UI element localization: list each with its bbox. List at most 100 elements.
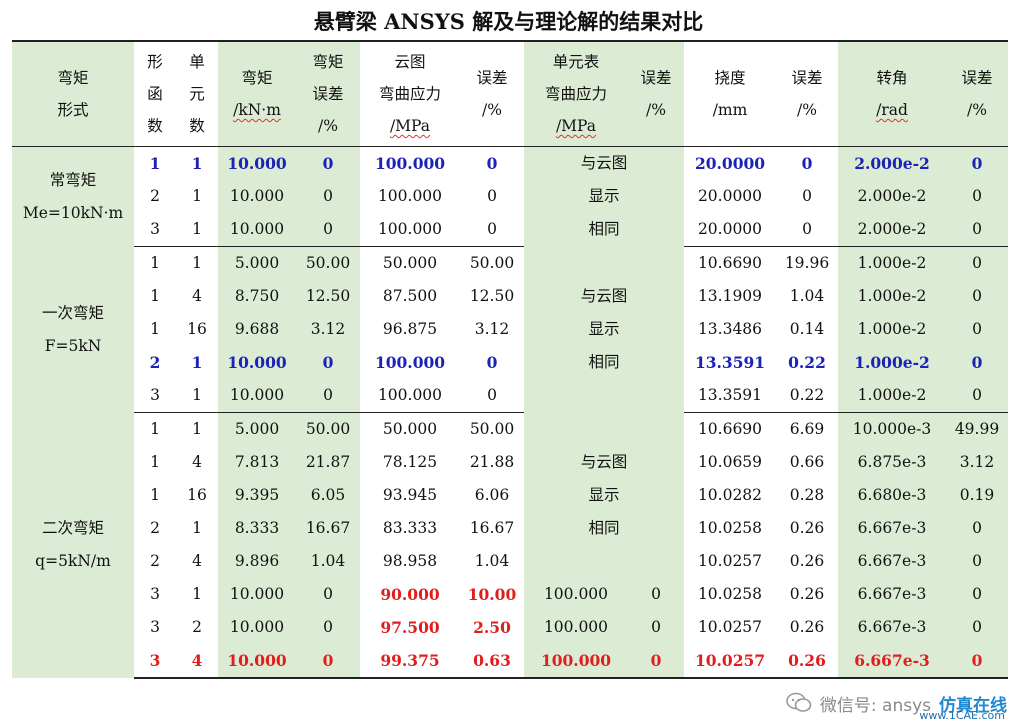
results-table: 弯矩 形式 形函数 单元数 弯矩/kN·m 弯矩 误差/% 云图 弯曲应力/MPa 误… <box>12 40 1008 679</box>
deflection-error-cell: 0.26 <box>789 552 825 570</box>
contour-stress-cell: 50.000 <box>382 420 438 438</box>
rotation-error-cell: 0 <box>946 146 1008 180</box>
deflection-error-cell: 0.28 <box>789 486 825 504</box>
moment-error-cell: 21.87 <box>296 446 360 479</box>
moment-error-cell: 6.05 <box>296 479 360 512</box>
header-contour-stress: 云图 弯曲应力/MPa <box>360 40 460 147</box>
table-row: 2 4 9.896 1.04 98.958 1.04 10.0257 0.26 6.667e-3… <box>12 545 1008 578</box>
moment-error-cell: 50.00 <box>296 412 360 446</box>
contour-stress-cell: 96.875 <box>382 320 438 338</box>
table-row: 一次弯矩 F=5kN 1 1 5.000 50.00 50.000 50.00 与云图 显示 相同 1… <box>12 246 1008 413</box>
shape-cell: 1 <box>149 154 161 173</box>
moment-error-cell: 0 <box>296 644 360 679</box>
deflection-error-cell: 0.22 <box>788 353 826 372</box>
table-row: 3 1 10.000 0 90.000 10.00 100.000 0 10.0258 0.26 6… <box>12 578 1008 611</box>
deflection-error-cell: 0.26 <box>789 618 825 636</box>
table-row: 3 2 10.000 0 97.500 2.50 100.000 0 10.0257 0.26 6.… <box>12 611 1008 644</box>
shape-cell: 1 <box>150 320 160 338</box>
contour-stress-cell: 100.000 <box>377 187 443 205</box>
contour-error-cell: 6.06 <box>474 486 510 504</box>
table-row: 3 1 10.000 0 100.000 0 13.3591 0.22 1.000e-2 0 <box>12 379 1008 413</box>
moment-cell: 9.395 <box>218 479 296 512</box>
element-count-cell: 1 <box>176 213 218 247</box>
moment-error-cell: 16.67 <box>296 512 360 545</box>
moment-cell: 10.000 <box>218 180 296 213</box>
header-shape-fn: 形函数 <box>134 40 176 147</box>
deflection-cell: 20.0000 <box>684 213 776 247</box>
contour-stress-cell: 99.375 <box>360 644 460 679</box>
shape-cell: 2 <box>150 187 160 205</box>
table-error-cell: 0 <box>628 578 684 611</box>
table-stress-note: 与云图 显示 相同 <box>524 146 684 247</box>
table-stress-note-line: 与云图 <box>580 287 628 305</box>
watermark: 微信号: ansys 仿真在线 <box>786 688 1007 718</box>
table-stress-cell: 100.000 <box>524 644 628 679</box>
moment-error-cell: 12.50 <box>296 280 360 313</box>
moment-cell: 10.000 <box>218 379 296 413</box>
moment-error-cell: 3.12 <box>296 313 360 346</box>
table-row: 1 16 9.688 3.12 96.875 3.12 13.3486 0.14 1.000e-… <box>12 313 1008 346</box>
header-table-stress: 单元表 弯曲应力/MPa <box>524 40 628 147</box>
rotation-cell: 6.667e-3 <box>838 611 946 644</box>
header-deflection: 挠度/mm <box>684 40 776 147</box>
rotation-cell: 1.000e-2 <box>838 313 946 346</box>
deflection-cell: 13.3591 <box>684 379 776 413</box>
element-count-cell: 4 <box>192 287 202 305</box>
header-deflection-error: 误差/% <box>776 40 838 147</box>
shape-cell: 3 <box>134 213 176 247</box>
shape-cell: 1 <box>150 486 160 504</box>
deflection-error-cell: 0.26 <box>776 644 838 679</box>
element-count-cell: 4 <box>176 644 218 679</box>
table-row: 1 16 9.395 6.05 93.945 6.06 10.0282 0.28 6.680e-… <box>12 479 1008 512</box>
deflection-cell: 13.3591 <box>694 353 766 372</box>
element-count-cell: 1 <box>192 187 202 205</box>
table-stress-cell: 100.000 <box>524 611 628 644</box>
moment-error-cell: 0 <box>296 578 360 611</box>
contour-error-cell: 0.63 <box>460 644 524 679</box>
contour-stress-cell: 97.500 <box>380 618 440 637</box>
rotation-cell: 6.667e-3 <box>838 545 946 578</box>
deflection-cell: 10.0257 <box>697 618 763 636</box>
table-stress-note: 与云图 显示 相同 <box>524 412 684 578</box>
moment-cell: 7.813 <box>218 446 296 479</box>
contour-stress-cell: 90.000 <box>380 585 440 604</box>
contour-error-cell: 16.67 <box>469 519 515 537</box>
deflection-error-cell: 0.26 <box>789 519 825 537</box>
table-stress-note-line: 显示 <box>588 187 620 206</box>
moment-error-cell: 0 <box>296 213 360 247</box>
shape-cell: 3 <box>134 644 176 679</box>
moment-cell: 10.000 <box>218 213 296 247</box>
rotation-error-cell: 0 <box>946 180 1008 213</box>
element-count-cell: 1 <box>192 420 202 438</box>
contour-error-cell: 0 <box>486 353 498 372</box>
contour-error-cell: 10.00 <box>467 585 517 604</box>
deflection-error-cell: 0.14 <box>789 320 825 338</box>
rotation-error-cell: 0 <box>946 379 1008 413</box>
rotation-error-cell: 0 <box>946 644 1008 679</box>
rotation-error-cell: 0 <box>946 246 1008 280</box>
contour-stress-cell: 93.945 <box>382 486 438 504</box>
table-error-cell: 0 <box>628 644 684 679</box>
contour-stress-cell: 98.958 <box>382 552 438 570</box>
deflection-cell: 20.0000 <box>697 187 763 205</box>
contour-stress-cell: 100.000 <box>360 213 460 247</box>
moment-error-cell: 0 <box>296 611 360 644</box>
table-row: 2 1 10.000 0 100.000 0 13.3591 0.22 1.000e-2 0 <box>12 346 1008 379</box>
element-count-cell: 16 <box>187 320 207 338</box>
moment-cell: 10.000 <box>218 146 296 180</box>
deflection-error-cell: 6.69 <box>789 420 825 438</box>
deflection-cell: 13.3486 <box>697 320 763 338</box>
table-row: 2 1 8.333 16.67 83.333 16.67 10.0258 0.26 6.667e… <box>12 512 1008 545</box>
deflection-error-cell: 1.04 <box>789 287 825 305</box>
element-count-cell: 1 <box>176 379 218 413</box>
rotation-error-cell: 0 <box>946 512 1008 545</box>
rotation-cell: 2.000e-2 <box>838 146 946 180</box>
table-stress-cell: 100.000 <box>524 578 628 611</box>
moment-cell: 10.000 <box>218 346 296 379</box>
deflection-cell: 10.0257 <box>697 552 763 570</box>
deflection-cell: 10.0659 <box>697 453 763 471</box>
moment-error-cell: 1.04 <box>296 545 360 578</box>
deflection-cell: 10.0258 <box>697 585 763 603</box>
contour-error-cell: 0 <box>460 213 524 247</box>
element-count-cell: 1 <box>192 585 202 603</box>
